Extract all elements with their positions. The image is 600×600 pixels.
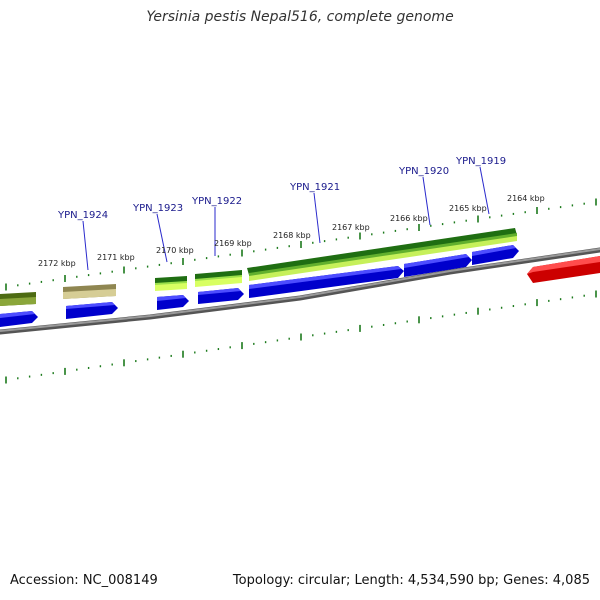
- cds-arrow[interactable]: [404, 254, 472, 277]
- gene-bar-long[interactable]: [247, 228, 517, 281]
- gene-bar[interactable]: [0, 292, 36, 306]
- cds-arrow-reverse[interactable]: [527, 256, 600, 283]
- tick-row-upper: [5, 198, 597, 291]
- gene-label-ypn-1924[interactable]: YPN_1924: [57, 210, 108, 221]
- cds-arrow[interactable]: [66, 302, 118, 319]
- cds-arrow[interactable]: [0, 311, 38, 327]
- gene-bar[interactable]: [195, 270, 242, 287]
- cds-arrow[interactable]: [157, 295, 189, 310]
- gene-bar[interactable]: [63, 284, 116, 299]
- cds-arrow[interactable]: [472, 245, 519, 265]
- kbp-label: 2167 kbp: [332, 223, 370, 232]
- gene-label-ypn-1919[interactable]: YPN_1919: [455, 156, 506, 167]
- map-title: Yersinia pestis Nepal516, complete genom…: [146, 9, 454, 25]
- gene-label-ypn-1920[interactable]: YPN_1920: [398, 166, 449, 177]
- gene-track: [0, 228, 517, 306]
- genome-backbone: [0, 247, 600, 335]
- gene-label-ypn-1923[interactable]: YPN_1923: [132, 203, 183, 214]
- kbp-labels: 2172 kbp 2171 kbp 2170 kbp 2169 kbp 2168…: [38, 194, 545, 268]
- gene-bar[interactable]: [155, 276, 187, 291]
- cds-track: [0, 245, 600, 327]
- kbp-label: 2171 kbp: [97, 253, 135, 262]
- gene-labels: YPN_1924 YPN_1923 YPN_1922 YPN_1921 YPN_…: [57, 156, 506, 221]
- kbp-label: 2164 kbp: [507, 194, 545, 203]
- kbp-label: 2169 kbp: [214, 239, 252, 248]
- gene-label-ypn-1922[interactable]: YPN_1922: [191, 196, 242, 207]
- accession-label: Accession: NC_008149: [10, 573, 158, 588]
- cds-arrow[interactable]: [249, 266, 404, 298]
- backbone-line: [0, 248, 600, 332]
- kbp-label: 2168 kbp: [273, 231, 311, 240]
- gene-label-ypn-1921[interactable]: YPN_1921: [289, 182, 340, 193]
- cds-arrow[interactable]: [198, 288, 244, 304]
- genome-summary: Topology: circular; Length: 4,534,590 bp…: [232, 573, 590, 588]
- kbp-label: 2165 kbp: [449, 204, 487, 213]
- kbp-label: 2170 kbp: [156, 246, 194, 255]
- gene-label-leaders: [82, 166, 490, 271]
- tick-row-lower: [5, 290, 597, 384]
- kbp-label: 2166 kbp: [390, 214, 428, 223]
- kbp-label: 2172 kbp: [38, 259, 76, 268]
